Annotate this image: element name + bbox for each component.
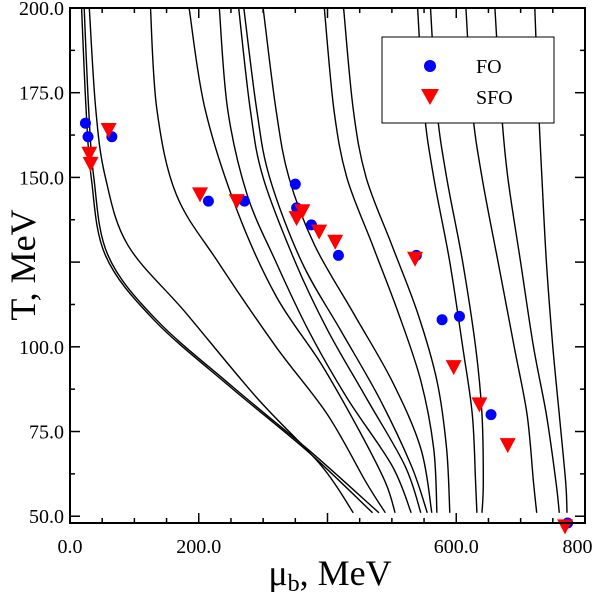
sfo-point: [81, 146, 98, 162]
fo-point: [82, 131, 94, 143]
fo-point: [289, 178, 301, 190]
fo-point: [79, 117, 91, 129]
sfo-point: [327, 234, 344, 250]
ticks-layer: 0.0 200.0 600.0 800.0 50.0 75.0 100.0 150.0 175.…: [19, 0, 592, 558]
y-tick-label: 75.0: [29, 422, 64, 444]
freeze-out-curve: [238, 8, 422, 514]
freeze-out-curve: [188, 8, 396, 514]
x-tick-label: 800.0: [563, 536, 592, 558]
y-tick-label: 100.0: [19, 337, 64, 359]
freeze-out-curve: [88, 8, 354, 514]
legend-sfo-label: SFO: [476, 87, 513, 109]
x-axis-title-rest: , MeV: [300, 553, 392, 592]
legend-fo-label: FO: [476, 56, 502, 78]
fo-point: [485, 409, 497, 421]
freeze-out-curve: [323, 8, 438, 513]
legend-box: [381, 36, 555, 124]
sfo-point: [499, 438, 516, 454]
curves-layer: [80, 8, 568, 514]
sfo-point: [445, 360, 462, 376]
x-tick-label: 200.0: [176, 536, 221, 558]
sfo-point: [407, 251, 424, 267]
x-axis-title-main: μ: [268, 553, 287, 592]
fo-point: [436, 314, 448, 326]
freeze-out-curve: [342, 8, 451, 513]
sfo-point: [228, 194, 245, 210]
fo-point: [202, 195, 214, 207]
freeze-out-curve: [149, 8, 386, 514]
y-axis-title: T, MeV: [3, 209, 43, 320]
x-axis-title-sub: b: [288, 571, 300, 592]
fo-point: [332, 249, 344, 261]
fo-point: [453, 310, 465, 322]
sfo-point: [192, 187, 209, 203]
sfo-point: [311, 224, 328, 240]
y-tick-label: 150.0: [19, 167, 64, 189]
freeze-out-curve: [80, 8, 374, 514]
sfo-point: [82, 156, 99, 172]
freeze-out-curve: [262, 8, 433, 513]
x-tick-label: 600.0: [434, 536, 479, 558]
legend: FO SFO: [381, 36, 555, 124]
legend-fo-marker: [424, 60, 436, 72]
x-tick-label: 0.0: [58, 536, 83, 558]
freeze-out-curve: [218, 8, 412, 514]
x-axis-title: μb, MeV: [268, 553, 391, 592]
sfo-point: [294, 204, 311, 220]
sfo-point: [100, 122, 117, 138]
plot-frame: [69, 7, 586, 524]
y-tick-label: 50.0: [29, 506, 64, 528]
y-tick-label: 175.0: [19, 83, 64, 105]
legend-sfo-marker: [421, 89, 439, 105]
freeze-out-curve: [243, 8, 428, 514]
sfo-point: [471, 397, 488, 413]
y-tick-label: 200.0: [19, 0, 64, 20]
